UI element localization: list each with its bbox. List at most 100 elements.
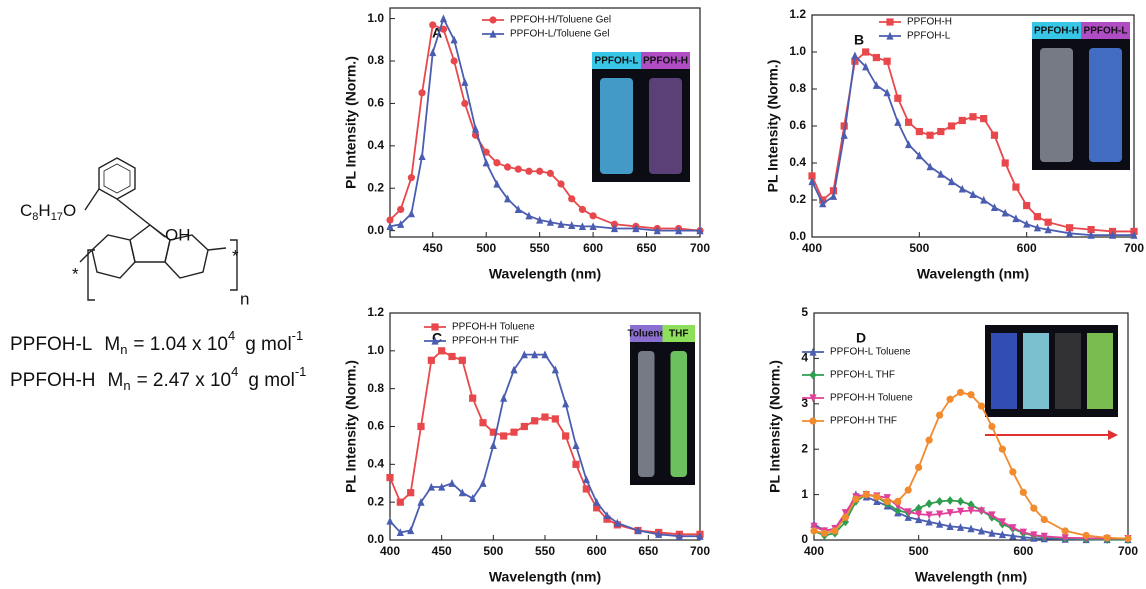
data-point bbox=[946, 509, 954, 517]
panel-label: B bbox=[854, 32, 864, 48]
data-point bbox=[493, 179, 501, 188]
data-point bbox=[1040, 532, 1048, 541]
data-point bbox=[696, 226, 704, 235]
end-group: * bbox=[232, 246, 239, 265]
data-point bbox=[493, 159, 501, 167]
superscript: -1 bbox=[295, 364, 307, 379]
data-point bbox=[525, 167, 533, 175]
data-point bbox=[632, 224, 640, 233]
data-point bbox=[809, 370, 817, 380]
data-point bbox=[520, 350, 528, 359]
data-point bbox=[956, 507, 965, 516]
y-tick-label: 1.2 bbox=[789, 7, 806, 21]
data-point bbox=[998, 530, 1006, 539]
subscript: n bbox=[123, 378, 130, 393]
data-point bbox=[872, 81, 880, 89]
data-point bbox=[431, 336, 439, 345]
plot-frame bbox=[813, 312, 1129, 541]
x-tick-label: 400 bbox=[802, 241, 822, 255]
data-point bbox=[418, 89, 426, 97]
data-point bbox=[886, 18, 894, 26]
y-tick-label: 0.6 bbox=[789, 118, 806, 132]
data-point bbox=[568, 195, 576, 203]
data-point bbox=[510, 365, 518, 374]
data-point bbox=[1033, 223, 1041, 232]
data-point bbox=[589, 222, 597, 230]
data-point bbox=[438, 482, 446, 491]
data-point bbox=[489, 29, 497, 38]
y-tick-label: 5 bbox=[801, 305, 808, 319]
atom: C bbox=[20, 201, 32, 220]
x-tick-label: 500 bbox=[483, 544, 503, 558]
data-point bbox=[925, 517, 933, 526]
data-point bbox=[1001, 159, 1009, 167]
y-tick-label: 0.0 bbox=[789, 229, 806, 243]
data-point bbox=[810, 527, 818, 535]
inset-label: PPFOH-H bbox=[1034, 26, 1079, 37]
data-point bbox=[808, 177, 816, 186]
data-point bbox=[1001, 208, 1009, 217]
data-point bbox=[562, 399, 570, 408]
data-point bbox=[427, 356, 435, 364]
data-point bbox=[582, 485, 590, 493]
x-axis-label: Wavelength (nm) bbox=[489, 266, 601, 282]
data-point bbox=[655, 530, 663, 538]
data-point bbox=[418, 152, 426, 161]
data-point bbox=[883, 57, 891, 65]
data-point bbox=[894, 497, 902, 506]
data-point bbox=[514, 205, 522, 214]
mn-text: = 1.04 x 10 bbox=[133, 334, 228, 355]
data-point bbox=[988, 528, 996, 537]
inset-label: Toluene bbox=[627, 329, 665, 340]
panel-label: A bbox=[432, 25, 442, 41]
sample bbox=[600, 78, 633, 174]
data-point bbox=[417, 422, 425, 431]
data-point bbox=[967, 524, 975, 533]
x-tick-label: 550 bbox=[530, 241, 550, 255]
data-point bbox=[1009, 468, 1017, 476]
data-point bbox=[578, 222, 587, 230]
mn-text: g mol bbox=[248, 370, 294, 391]
inset-label: PPFOH-H bbox=[643, 56, 688, 67]
data-point bbox=[514, 165, 522, 173]
data-point bbox=[1082, 531, 1090, 540]
data-point bbox=[572, 460, 580, 468]
y-tick-label: 1.0 bbox=[367, 343, 384, 357]
inset-tag bbox=[662, 325, 695, 342]
x-tick-label: 600 bbox=[1017, 241, 1037, 255]
data-point bbox=[969, 113, 977, 121]
sample bbox=[649, 78, 682, 174]
data-point bbox=[438, 347, 446, 355]
data-point bbox=[829, 192, 838, 200]
data-point bbox=[819, 199, 827, 208]
x-axis-label: Wavelength (nm) bbox=[489, 569, 601, 585]
data-point bbox=[675, 226, 683, 235]
data-point bbox=[536, 215, 544, 224]
legend-label: PPFOH-H THF bbox=[830, 416, 897, 427]
data-point bbox=[562, 432, 570, 440]
data-point bbox=[883, 497, 891, 506]
data-point bbox=[998, 518, 1006, 527]
inset-label: PPFOH-L bbox=[1084, 26, 1128, 37]
data-point bbox=[915, 127, 923, 136]
data-point bbox=[572, 441, 580, 450]
data-point bbox=[1009, 524, 1017, 532]
subscript: 8 bbox=[32, 211, 38, 223]
data-point bbox=[904, 486, 912, 494]
data-point bbox=[1040, 515, 1048, 524]
chart-panel: 400 500 600 700 0 1 2 3 4 5 Wavelength (nm) PL Inte… bbox=[767, 305, 1139, 585]
y-tick-label: 0.2 bbox=[367, 494, 384, 508]
y-axis-label: PL Intensity (Norm.) bbox=[765, 60, 781, 193]
data-point bbox=[439, 25, 448, 33]
data-point bbox=[969, 190, 977, 199]
data-point bbox=[396, 528, 404, 537]
y-tick-label: 0.4 bbox=[789, 155, 806, 169]
data-point bbox=[429, 48, 437, 57]
data-point bbox=[936, 519, 944, 528]
y-tick-label: 1.0 bbox=[367, 11, 384, 25]
data-point bbox=[431, 323, 439, 331]
data-point bbox=[967, 391, 975, 399]
data-point bbox=[397, 205, 405, 214]
data-point bbox=[1033, 213, 1041, 221]
data-point bbox=[809, 394, 817, 403]
